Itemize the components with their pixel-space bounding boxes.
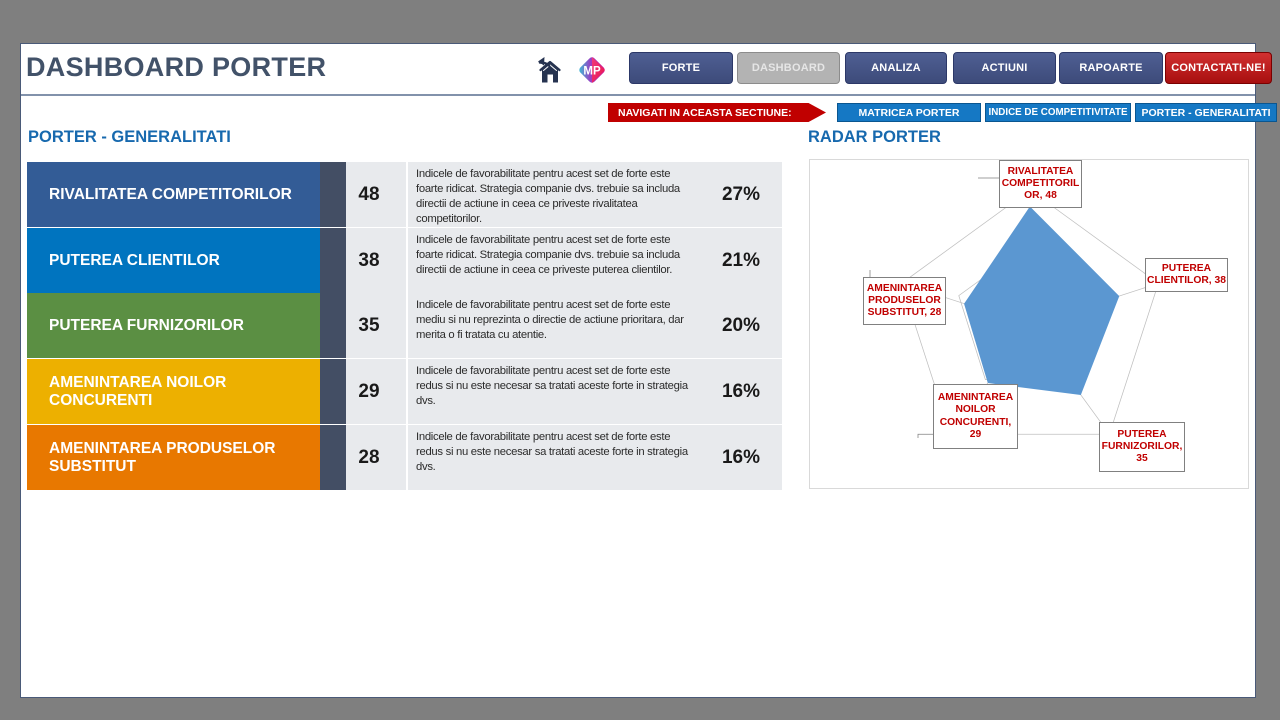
svg-text:MP: MP — [583, 66, 601, 78]
